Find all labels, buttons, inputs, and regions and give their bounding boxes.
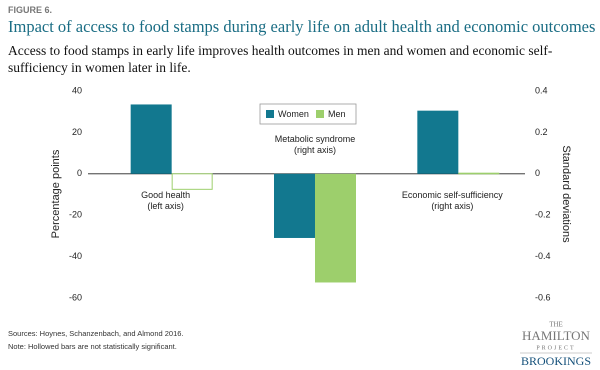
- category-note: (right axis): [431, 201, 473, 211]
- bar: [458, 172, 500, 175]
- logo-hamilton: HAMILTON: [522, 328, 591, 343]
- chart-title: Impact of access to food stamps during e…: [8, 17, 596, 36]
- figure-label: FIGURE 6.: [8, 5, 53, 15]
- source-note: Sources: Hoynes, Schanzenbach, and Almon…: [8, 329, 184, 338]
- category-note: (left axis): [147, 201, 184, 211]
- logo-brookings: BROOKINGS: [521, 354, 591, 368]
- y-tick-label: -40: [69, 251, 82, 261]
- y-tick-label: 40: [72, 85, 82, 95]
- y2-tick-label: -0.4: [535, 251, 551, 261]
- bar: [171, 173, 213, 190]
- y2-tick-label: 0.4: [535, 85, 548, 95]
- category-label: Economic self-sufficiency: [402, 190, 503, 200]
- chart-subtitle: Access to food stamps in early life impr…: [8, 43, 553, 75]
- y2-tick-label: -0.2: [535, 210, 551, 220]
- bar: [315, 173, 356, 283]
- footnote: Note: Hollowed bars are not statisticall…: [8, 342, 177, 351]
- legend-box: [259, 103, 357, 125]
- y-tick-label: 0: [77, 168, 82, 178]
- category-note: (right axis): [294, 145, 336, 155]
- legend-label: Women: [278, 109, 309, 119]
- category-label: Good health: [141, 190, 190, 200]
- y2-tick-label: 0.2: [535, 127, 548, 137]
- category-label: Metabolic syndrome: [275, 134, 356, 144]
- y2-tick-label: -0.6: [535, 292, 551, 302]
- bar: [417, 110, 459, 174]
- y-axis-title: Percentage points: [50, 149, 62, 238]
- logo-the: THE: [549, 321, 563, 329]
- logo-project: PROJECT: [536, 345, 575, 351]
- y-tick-label: -60: [69, 292, 82, 302]
- legend-label: Men: [328, 109, 346, 119]
- y-tick-label: -20: [69, 210, 82, 220]
- y-tick-label: 20: [72, 127, 82, 137]
- y2-tick-label: 0: [535, 168, 540, 178]
- legend-swatch: [316, 110, 324, 118]
- y2-axis-title: Standard deviations: [560, 145, 572, 243]
- legend-swatch: [266, 110, 274, 118]
- bar: [130, 104, 172, 174]
- bar: [274, 173, 315, 238]
